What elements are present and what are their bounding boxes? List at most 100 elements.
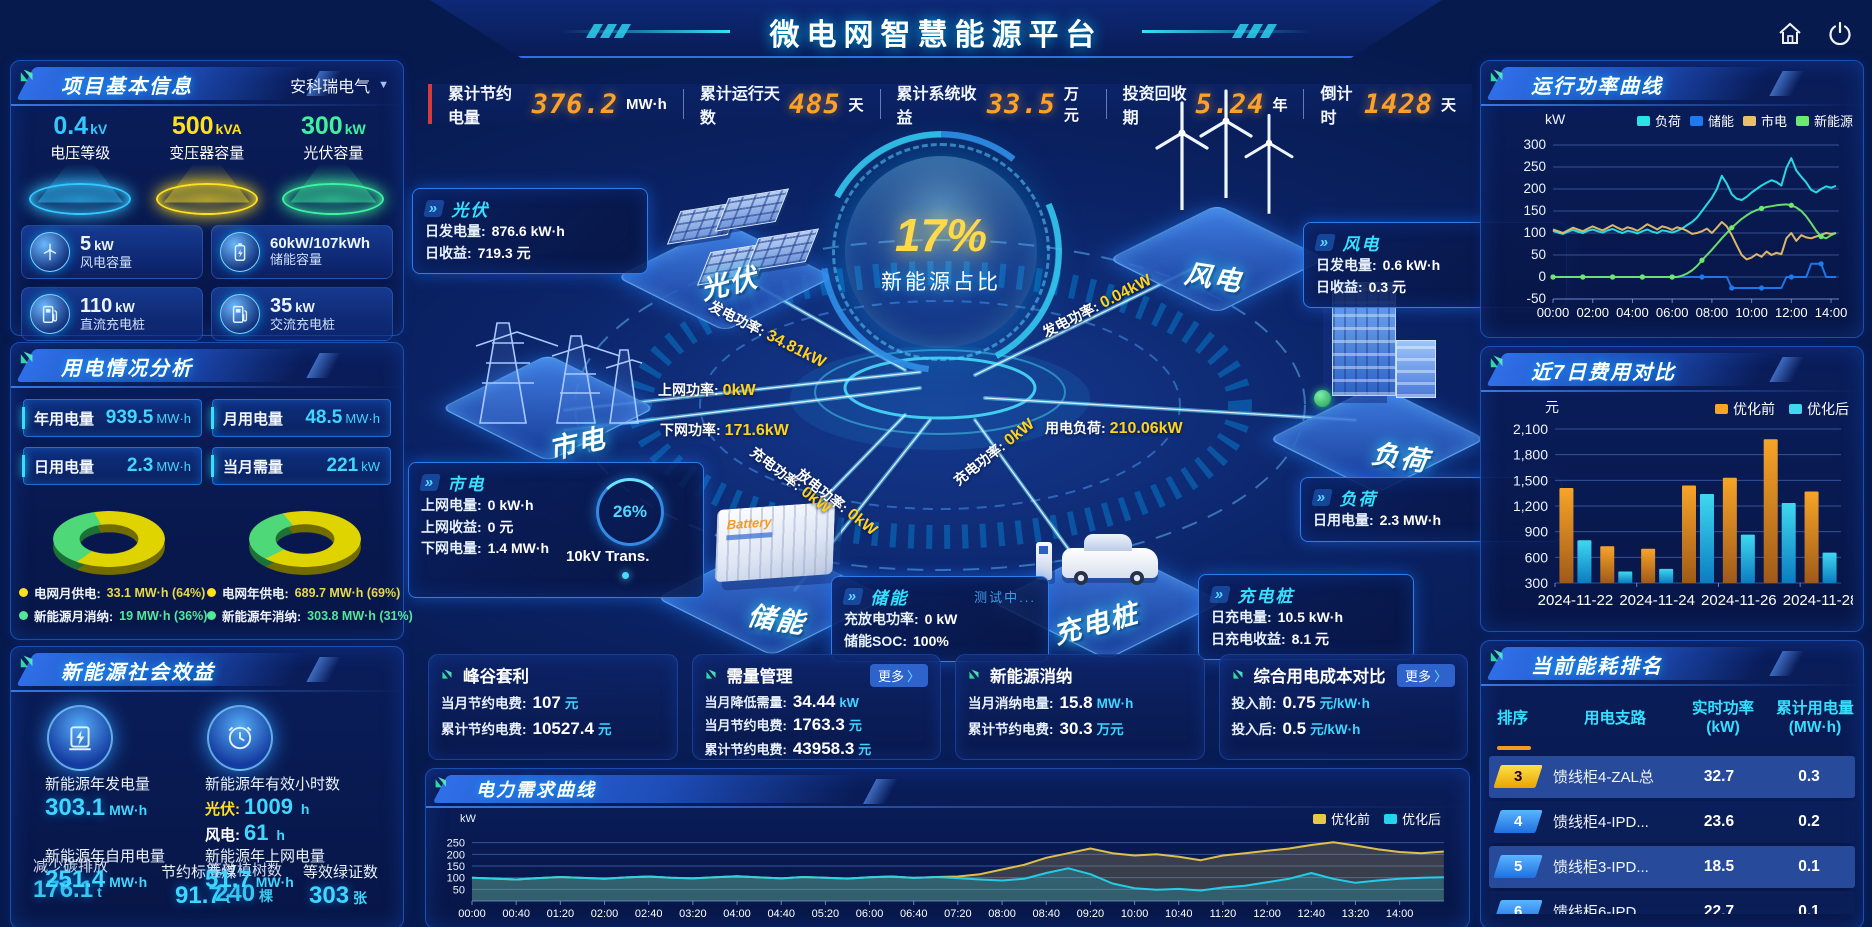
- legend-item[interactable]: 优化前: [1715, 399, 1775, 419]
- legend-dot-icon: [19, 588, 28, 597]
- svg-text:2024-11-24: 2024-11-24: [1619, 592, 1695, 609]
- table-row[interactable]: 3 馈线柜4-ZAL总 32.7 0.3: [1489, 755, 1855, 798]
- panel-title: 新能源社会效益: [61, 662, 215, 684]
- demand-legend: 优化前 优化后: [1312, 809, 1441, 828]
- kpi-label: 累计系统收益: [896, 86, 977, 127]
- info-row-label: 储能SOC:: [844, 632, 907, 649]
- legend-swatch-icon: [1636, 115, 1650, 126]
- transmission-tower-icon: [475, 322, 642, 424]
- svg-text:07:20: 07:20: [944, 908, 972, 920]
- info-row-value: 10.5 kW·h: [1277, 609, 1344, 625]
- corner-flag-icon: [434, 773, 450, 794]
- legend-label: 优化前: [1330, 812, 1370, 827]
- company-selector[interactable]: 安科瑞电气 ▼: [290, 73, 389, 97]
- legend-label: 优化后: [1807, 401, 1849, 417]
- svg-text:02:40: 02:40: [635, 908, 663, 920]
- panel-header: 新能源社会效益: [11, 647, 403, 692]
- capacity-value: 5 kW: [80, 233, 132, 256]
- spotlight-label: 电压等级: [50, 144, 111, 162]
- more-button[interactable]: 更多〉: [869, 663, 928, 687]
- benefit-coal: 节约标准煤 91.7 t: [161, 864, 237, 909]
- panel-power-analysis: 用电情况分析 年用电量 939.5 MW·h 月用电量 48.5 MW·h 日用电量 2.3 M…: [10, 342, 413, 640]
- hours-line: 光伏: 1009 h: [205, 794, 340, 820]
- legend-item[interactable]: 市电: [1742, 111, 1787, 130]
- capacity-card-text: 110 kW 直流充电桩: [80, 295, 145, 333]
- flow-label-text: 发电功率:: [706, 297, 768, 340]
- info-row-value: 1.4 MW·h: [487, 540, 550, 557]
- corner-flag-icon: [19, 65, 37, 88]
- grid-platform: [440, 354, 656, 462]
- legend-item[interactable]: 负荷: [1636, 111, 1681, 130]
- benefit-row-value: 107: [532, 693, 561, 712]
- legend-value: 19 MW·h (36%): [119, 608, 208, 623]
- flow-label-text: 用电负荷:: [1045, 420, 1106, 436]
- legend-item[interactable]: 电网年供电: 689.7 MW·h (69%): [207, 583, 400, 602]
- ranking-table-body: 3 馈线柜4-ZAL总 32.7 0.3 4 馈线柜4-IPD... 23.6 0.2 5 馈线柜…: [1489, 755, 1855, 914]
- branch-cell: 馈线柜4-ZAL总: [1553, 769, 1654, 787]
- benefit-row-unit: 元: [848, 718, 862, 734]
- solar-panel-icon: [666, 201, 742, 245]
- panel-demand-curve: 电力需求曲线 kW 优化前 优化后 50 100 150 200 250 00:00 00:4…: [425, 768, 1470, 927]
- benefit-row-value: 34.44: [792, 692, 836, 711]
- rank-badge: 5: [1493, 855, 1543, 879]
- benefit-row-unit: kW: [839, 695, 859, 710]
- legend-value: 33.1 MW·h (64%): [106, 585, 206, 600]
- rank-cell: 5: [1493, 855, 1553, 879]
- legend-item[interactable]: 新能源: [1795, 111, 1853, 130]
- capacity-spotlight: 500 kVA 变压器容量: [144, 112, 271, 219]
- benefit-row: 当月节约电费: 107 元: [441, 690, 665, 716]
- legend-item[interactable]: 电网月供电: 33.1 MW·h (64%): [19, 583, 207, 602]
- power-stat-boxes: 年用电量 939.5 MW·h 月用电量 48.5 MW·h 日用电量 2.3 MW·h 当月需量…: [11, 387, 403, 485]
- benefit-row-label: 累计节约电费:: [968, 721, 1054, 737]
- info-row-value: 719.3 元: [477, 244, 531, 261]
- kpi-item: 倒计时 1428 天: [1304, 86, 1472, 127]
- flow-label-discharge: 放电功率:0kW: [792, 464, 881, 540]
- stat-unit: MW·h: [345, 410, 380, 426]
- info-row-value: 0 kW·h: [487, 497, 534, 513]
- panel-title: 项目基本信息: [61, 76, 193, 98]
- rank-number: 5: [1513, 858, 1523, 876]
- power-icon[interactable]: [1826, 20, 1854, 53]
- legend-item[interactable]: 新能源年消纳: 303.8 MW·h (31%): [207, 606, 413, 625]
- stat-unit: MW·h: [156, 410, 191, 426]
- legend-item[interactable]: 优化后: [1383, 809, 1441, 828]
- legend-item[interactable]: 新能源月消纳: 19 MW·h (36%): [19, 606, 207, 625]
- title-decoration-right: [1142, 30, 1312, 33]
- info-box-storage: » 储能 测试中... 充放电功率: 0 kW 储能SOC: 100%: [831, 576, 1049, 663]
- battery-container-icon: Battery: [714, 501, 836, 583]
- corner-flag-icon: [1489, 645, 1507, 668]
- capacity-card-text: 5 kW 风电容量: [80, 233, 132, 271]
- power-stat-box: 当月需量 221 kW: [211, 447, 391, 485]
- capacity-card-text: 35 kW 交流充电桩: [270, 295, 335, 333]
- svg-text:06:00: 06:00: [856, 908, 884, 920]
- legend-item[interactable]: 优化前: [1312, 809, 1370, 828]
- legend-item[interactable]: 储能: [1689, 111, 1734, 130]
- flow-label-text: 充电功率:: [747, 443, 806, 494]
- more-button[interactable]: 更多〉: [1396, 663, 1455, 687]
- kpi-unit: 天: [848, 96, 864, 114]
- flow-label-value: 171.6kW: [724, 422, 789, 439]
- legend-label: 新能源年消纳:: [222, 610, 302, 624]
- info-box-grid: » 市电 上网电量: 0 kW·h 上网收益: 0 元下网电量: 1.4 MW·h: [408, 462, 704, 598]
- capacity-number: 5: [80, 232, 92, 255]
- kpi-value: 485: [788, 88, 841, 120]
- flow-label-value: 0kW: [1001, 415, 1038, 450]
- table-row[interactable]: 5 馈线柜3-IPD... 18.5 0.1: [1489, 845, 1855, 888]
- legend-item[interactable]: 优化后: [1789, 399, 1849, 419]
- benefit-grid-out: 新能源年上网电量 51.7 MW·h: [205, 848, 326, 893]
- stat-label: 月用电量: [223, 410, 284, 428]
- info-box-row: 下网电量: 1.4 MW·h: [421, 538, 691, 560]
- panel-cost-compare: 近7日费用对比 元 优化前 优化后 300 600 900 1,200 1,500 1,80…: [1480, 346, 1864, 632]
- info-box-name: 充电桩: [1237, 587, 1295, 606]
- info-row-value: 8.1 元: [1291, 630, 1330, 647]
- branch-cell: 馈线柜3-IPD...: [1553, 859, 1649, 877]
- legend-label: 新能源月消纳:: [34, 610, 114, 624]
- table-row[interactable]: 6 馈线柜6-IPD 22.7 0.1: [1489, 890, 1855, 914]
- svg-text:01:20: 01:20: [547, 908, 575, 920]
- info-box-row: 上网收益: 0 元: [421, 517, 691, 539]
- table-row[interactable]: 4 馈线柜4-IPD... 23.6 0.2: [1489, 800, 1855, 843]
- home-icon[interactable]: [1776, 20, 1804, 53]
- info-row-label: 日发电量:: [425, 223, 486, 239]
- column-header: 累计用电量 (MW·h): [1776, 700, 1854, 737]
- benefit-row-unit: 元/kW·h: [1319, 696, 1370, 711]
